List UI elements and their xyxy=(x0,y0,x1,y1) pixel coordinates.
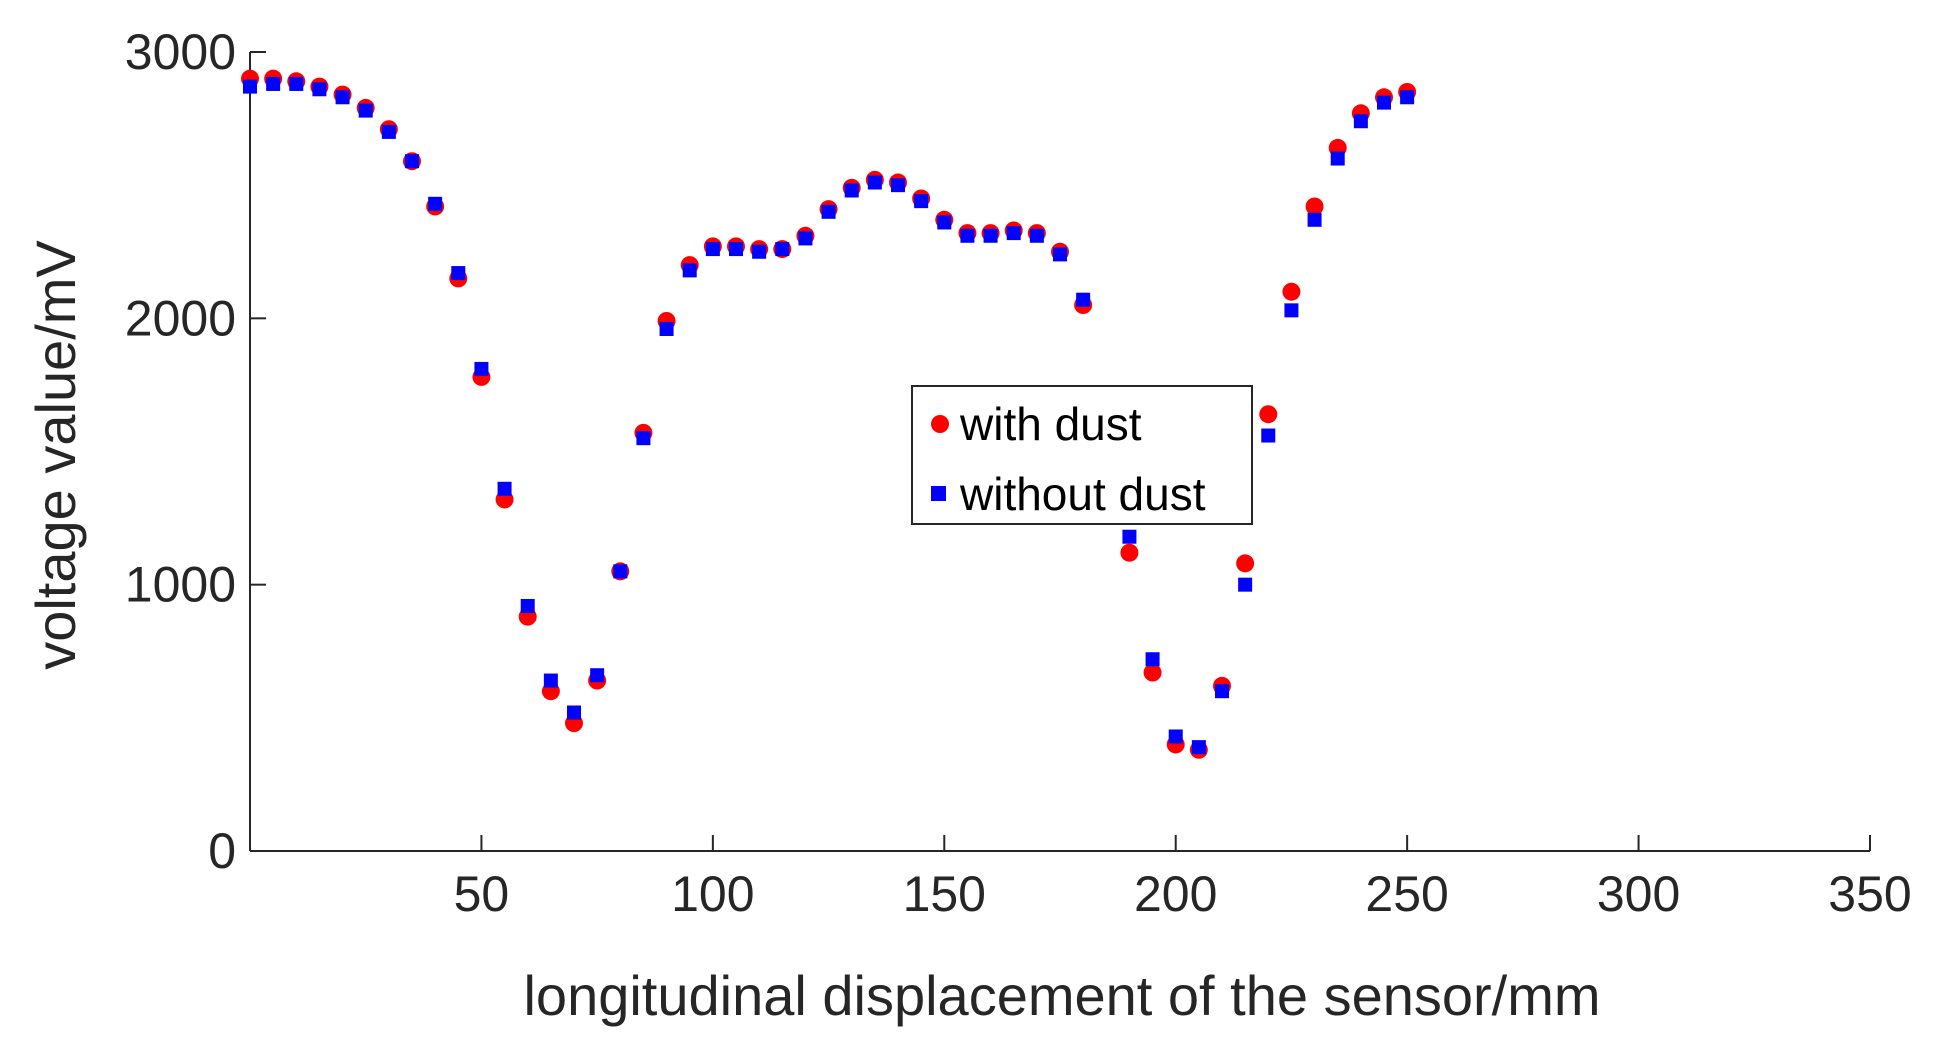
data-point-without-dust xyxy=(1353,114,1368,129)
data-point-without-dust xyxy=(289,76,304,91)
data-point-with-dust xyxy=(1143,663,1162,682)
data-point-without-dust xyxy=(1122,529,1137,544)
y-axis-label: voltage value/mV xyxy=(24,240,87,670)
x-tick-label: 200 xyxy=(1134,866,1217,922)
data-point-without-dust xyxy=(358,103,373,118)
data-point-without-dust xyxy=(567,705,581,720)
x-tick-label: 300 xyxy=(1597,866,1680,922)
legend-marker-with-dust xyxy=(931,415,949,433)
data-point-without-dust xyxy=(983,228,998,243)
data-point-without-dust xyxy=(613,564,628,579)
data-point-without-dust xyxy=(867,175,882,190)
data-point-without-dust xyxy=(1076,292,1091,307)
tick-labels: 50 100 150 200 250 300 350 0 1000 2000 3000 xyxy=(125,24,1912,922)
data-point-with-dust xyxy=(1282,282,1301,301)
data-point-without-dust xyxy=(1053,247,1067,262)
data-point-without-dust xyxy=(405,154,419,169)
data-point-without-dust xyxy=(682,263,697,278)
data-point-with-dust xyxy=(1120,543,1139,562)
y-tick-label: 1000 xyxy=(125,557,236,613)
x-tick-label: 150 xyxy=(903,866,986,922)
data-point-without-dust xyxy=(266,76,281,91)
data-point-without-dust xyxy=(1006,226,1021,241)
data-point-without-dust xyxy=(1238,577,1253,592)
data-point-without-dust xyxy=(1261,428,1276,443)
data-point-without-dust xyxy=(590,668,605,683)
data-point-without-dust xyxy=(937,215,952,230)
data-point-without-dust xyxy=(1400,90,1415,105)
y-tick-label: 2000 xyxy=(125,290,236,346)
data-point-without-dust xyxy=(451,266,466,281)
data-point-without-dust xyxy=(659,321,674,336)
data-point-without-dust xyxy=(543,673,558,688)
data-point-without-dust xyxy=(474,361,489,376)
data-point-without-dust xyxy=(520,598,535,613)
data-point-without-dust xyxy=(914,194,929,209)
data-point-without-dust xyxy=(312,82,327,97)
data-point-without-dust xyxy=(1191,740,1206,755)
legend-marker-without-dust xyxy=(931,486,946,501)
data-point-without-dust xyxy=(636,431,651,446)
data-point-without-dust xyxy=(1215,684,1229,699)
x-axis-label: longitudinal displacement of the sensor/… xyxy=(523,964,1600,1027)
legend-label-without-dust: without dust xyxy=(959,468,1206,520)
data-point-without-dust xyxy=(497,481,512,496)
data-point-without-dust xyxy=(1307,212,1322,227)
axes xyxy=(249,51,1871,852)
y-tick-label: 0 xyxy=(208,823,236,879)
data-point-without-dust xyxy=(1377,95,1391,110)
x-tick-label: 50 xyxy=(454,866,510,922)
data-point-without-dust xyxy=(775,242,790,257)
data-point-without-dust xyxy=(243,79,257,94)
data-point-without-dust xyxy=(752,244,767,259)
data-point-without-dust xyxy=(798,231,813,246)
data-point-without-dust xyxy=(960,228,975,243)
data-point-without-dust xyxy=(428,196,443,211)
data-point-without-dust xyxy=(1145,652,1160,667)
plot-area xyxy=(241,69,1417,759)
data-point-with-dust xyxy=(1259,405,1278,424)
x-tick-label: 350 xyxy=(1828,866,1911,922)
data-point-without-dust xyxy=(1330,151,1345,166)
x-tick-label: 100 xyxy=(671,866,754,922)
data-point-without-dust xyxy=(1168,729,1183,744)
x-tick-label: 250 xyxy=(1365,866,1448,922)
data-point-without-dust xyxy=(891,178,905,193)
data-point-without-dust xyxy=(821,204,836,219)
legend: with dust without dust xyxy=(911,385,1253,525)
series-without-dust xyxy=(243,76,1415,755)
data-point-without-dust xyxy=(729,242,743,257)
data-point-without-dust xyxy=(1284,303,1299,318)
data-point-with-dust xyxy=(1236,554,1255,573)
legend-box xyxy=(911,385,1253,525)
legend-label-with-dust: with dust xyxy=(959,398,1142,450)
data-point-without-dust xyxy=(381,124,396,139)
data-point-without-dust xyxy=(335,90,350,105)
data-point-without-dust xyxy=(705,242,720,257)
y-tick-label: 3000 xyxy=(125,24,236,80)
data-point-without-dust xyxy=(844,183,859,198)
data-point-with-dust xyxy=(1305,197,1324,216)
data-point-without-dust xyxy=(1029,228,1044,243)
